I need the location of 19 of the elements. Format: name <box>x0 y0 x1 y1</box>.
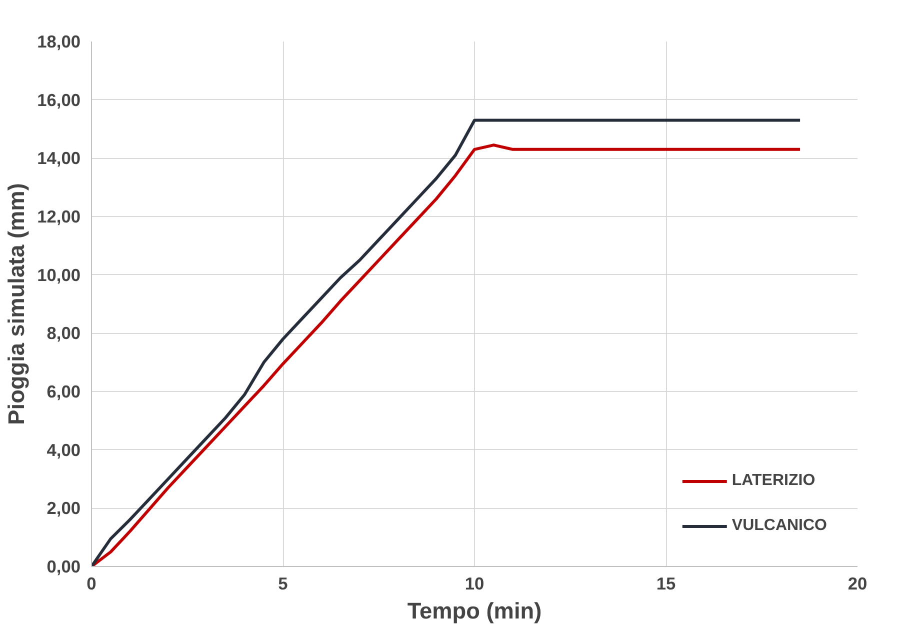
x-tick-label: 15 <box>656 574 676 594</box>
y-tick-label: 12,00 <box>37 206 81 226</box>
x-tick-label: 10 <box>464 574 484 594</box>
y-axis-title: Pioggia simulata (mm) <box>3 183 30 425</box>
y-tick-label: 14,00 <box>37 148 81 168</box>
legend-label: VULCANICO <box>732 517 827 535</box>
y-tick-label: 18,00 <box>37 32 81 52</box>
y-tick-label: 0,00 <box>46 556 81 576</box>
y-tick-label: 16,00 <box>37 90 81 110</box>
y-tick-label: 10,00 <box>37 264 81 285</box>
y-tick-label: 8,00 <box>46 323 81 344</box>
y-tick-label: 4,00 <box>46 440 81 460</box>
x-axis-title: Tempo (min) <box>407 598 542 624</box>
y-tick-label: 2,00 <box>46 498 81 518</box>
x-tick-label: 5 <box>278 574 288 594</box>
y-tick-label: 6,00 <box>46 382 81 402</box>
x-tick-label: 20 <box>848 574 868 594</box>
legend-label: LATERIZIO <box>732 472 816 490</box>
x-tick-label: 0 <box>86 574 96 594</box>
